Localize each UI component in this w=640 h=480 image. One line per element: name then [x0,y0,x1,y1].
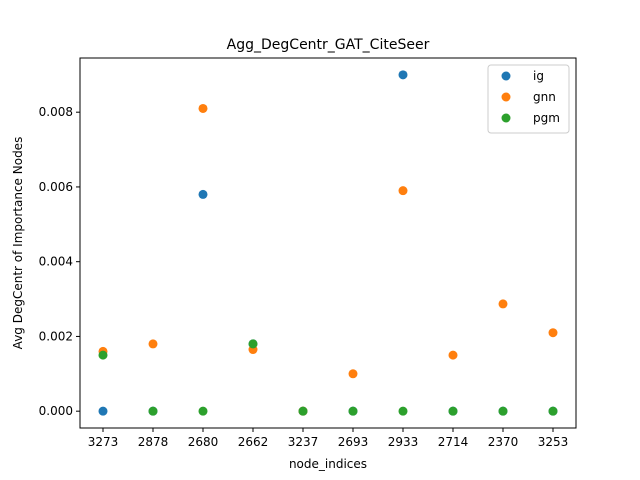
x-tick-label-2370: 2370 [488,435,519,449]
point-gnn-2933 [398,186,408,196]
point-gnn-2680 [198,103,208,113]
legend-label-gnn: gnn [533,90,556,104]
y-tick-label-0.004: 0.004 [39,255,73,269]
point-pgm-2680 [198,406,208,416]
point-gnn-2714 [448,350,458,360]
x-tick-label-2693: 2693 [338,435,369,449]
x-tick-label-3273: 3273 [88,435,119,449]
point-pgm-3253 [548,406,558,416]
x-axis-label: node_indices [289,457,367,471]
x-tick-label-3253: 3253 [538,435,569,449]
y-tick-label-0.008: 0.008 [39,105,73,119]
y-tick-label-0.002: 0.002 [39,329,73,343]
x-tick-label-2878: 2878 [138,435,169,449]
point-gnn-2370 [498,299,508,309]
y-tick-label-0.006: 0.006 [39,180,73,194]
legend-label-ig: ig [533,69,544,83]
point-pgm-3273 [98,350,108,360]
x-tick-label-2933: 2933 [388,435,419,449]
x-tick-label-2680: 2680 [188,435,219,449]
point-gnn-2693 [348,369,358,379]
legend-marker-pgm [501,113,511,123]
legend-label-pgm: pgm [533,111,560,125]
x-tick-label-2714: 2714 [438,435,469,449]
point-ig-2680 [198,189,208,199]
x-tick-label-2662: 2662 [238,435,269,449]
point-pgm-2370 [498,406,508,416]
points-layer [98,70,558,416]
chart-title: Agg_DegCentr_GAT_CiteSeer [227,37,430,53]
point-pgm-2933 [398,406,408,416]
point-pgm-2714 [448,406,458,416]
legend-marker-ig [501,71,511,81]
point-pgm-2878 [148,406,158,416]
point-pgm-2662 [248,339,258,349]
point-pgm-2693 [348,406,358,416]
plot-frame [79,57,577,429]
y-axis-label: Avg DegCentr of Importance Nodes [11,137,25,350]
x-axis: 3273 2878 2680 2662 3237 2693 2933 2714 2370 3253 [88,428,569,449]
x-tick-label-3237: 3237 [288,435,319,449]
legend-marker-gnn [501,92,511,102]
point-pgm-3237 [298,406,308,416]
y-axis: 0.000 0.002 0.004 0.006 0.008 [39,105,80,418]
point-ig-2933 [398,70,408,80]
legend: ig gnn pgm [487,64,570,134]
y-tick-label-0.000: 0.000 [39,404,73,418]
point-gnn-3253 [548,328,558,338]
point-gnn-2878 [148,339,158,349]
point-ig-3273 [98,406,108,416]
